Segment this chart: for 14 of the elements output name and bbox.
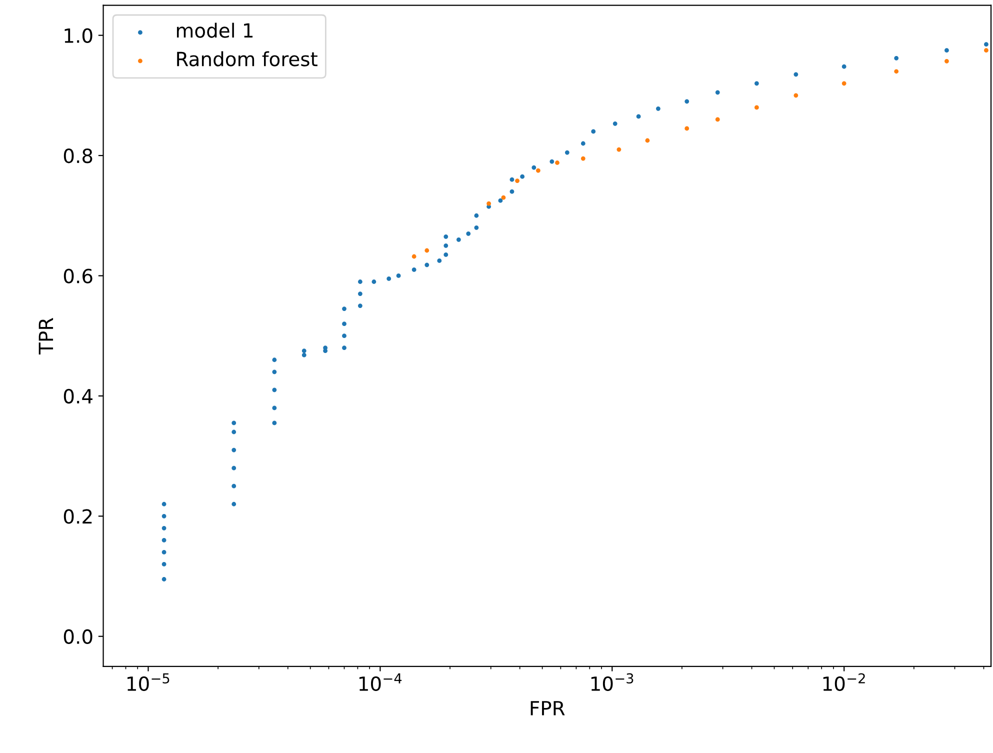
y-tick-label: 0.4 bbox=[64, 388, 92, 404]
y-tick-label: 0.6 bbox=[64, 268, 92, 284]
legend-label: Random forest bbox=[177, 51, 318, 66]
x-tick-label: 10$^{−3}$ bbox=[591, 673, 634, 692]
y-tick-label: 0.8 bbox=[64, 148, 92, 164]
y-tick-label: 0.2 bbox=[64, 509, 92, 524]
x-tick-label: 10$^{−4}$ bbox=[359, 673, 402, 692]
y-axis-title: TPR bbox=[38, 318, 54, 354]
legend-label: model 1 bbox=[176, 22, 253, 38]
x-tick-label: 10$^{−2}$ bbox=[823, 673, 865, 692]
y-tick-label: 0.0 bbox=[64, 629, 92, 644]
x-axis-title: FPR bbox=[530, 701, 565, 716]
y-tick-label: 1.0 bbox=[64, 28, 92, 43]
x-tick-label: 10$^{−5}$ bbox=[128, 673, 170, 692]
